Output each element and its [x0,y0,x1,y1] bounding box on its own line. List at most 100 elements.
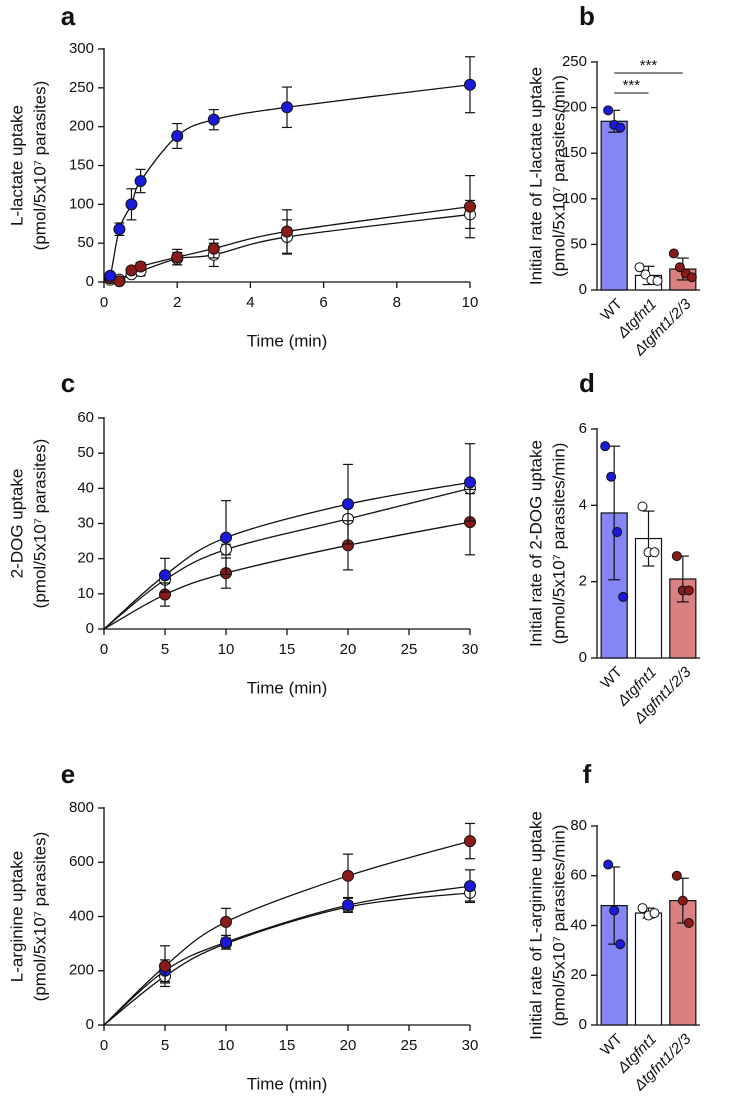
data-point [220,915,232,928]
x-tick-label: WT [597,1031,626,1060]
x-tick-label: 10 [218,641,235,658]
y-tick-label: 0 [579,1016,587,1033]
x-tick-label: 6 [319,294,327,311]
x-tick-label: WT [597,296,626,325]
data-point [637,903,648,914]
y-tick-label: 200 [69,962,94,979]
data-point [649,908,660,919]
data-point [612,527,623,538]
data-point [464,835,476,848]
y-tick-label: 20 [77,550,94,567]
y-axis-label: L-lactate uptake [7,105,26,226]
x-tick-label: 2 [173,294,181,311]
data-point [649,547,660,558]
y-axis-label: (pmol/5x10⁷ parasites/min) [549,443,568,645]
fit-curve [103,840,471,1026]
data-point [603,105,614,116]
x-tick-label: 0 [100,641,108,658]
fit-curve [103,885,471,1026]
fit-curve [103,487,471,630]
y-tick-label: 0 [579,649,587,666]
x-tick-label: 25 [401,1037,418,1054]
data-point [634,262,645,273]
y-tick-label: 0 [86,273,94,290]
y-tick-label: 80 [570,817,587,834]
data-point [171,129,184,142]
y-tick-label: 100 [562,190,587,207]
data-point [603,859,614,870]
data-point [637,501,648,512]
x-tick-label: 10 [218,1037,235,1054]
bar [600,120,628,291]
panel-label: e [61,759,75,789]
fit-curve [103,892,471,1026]
y-tick-label: 150 [562,144,587,161]
x-tick-label: 0 [100,1037,108,1054]
data-point [113,223,126,236]
data-point [207,113,220,126]
data-point [677,895,688,906]
y-tick-label: 250 [69,79,94,96]
y-tick-label: 200 [562,99,587,116]
data-point [668,248,679,259]
y-tick-label: 30 [77,514,94,531]
data-point [220,936,232,949]
y-tick-label: 50 [77,444,94,461]
data-point [464,78,476,91]
y-tick-label: 6 [579,420,587,437]
y-tick-label: 10 [77,585,94,602]
y-tick-label: 300 [69,40,94,57]
data-point [342,899,354,912]
y-tick-label: 20 [570,966,587,983]
bar [634,912,663,1026]
data-point [674,262,685,273]
y-axis-label: Initial rate of L-arginine uptake [526,811,545,1040]
x-tick-label: 15 [279,1037,296,1054]
data-point [615,122,626,133]
y-tick-label: 50 [570,235,587,252]
panel-label: b [579,1,595,31]
data-point [464,200,476,213]
data-point [600,441,611,452]
data-point [686,272,697,283]
x-axis-label: Time (min) [247,331,328,350]
x-tick-label: 0 [100,294,108,311]
data-point [671,870,682,881]
data-point [464,476,476,489]
y-tick-label: 2 [579,573,587,590]
y-tick-label: 40 [77,479,94,496]
y-tick-label: 60 [77,409,94,426]
x-tick-label: 25 [401,641,418,658]
data-point [104,269,117,282]
y-tick-label: 60 [570,867,587,884]
panel-label: a [61,1,76,31]
data-point [652,275,663,286]
y-tick-label: 150 [69,156,94,173]
data-point [207,242,220,255]
data-point [615,939,626,950]
y-axis-label: (pmol/5x10⁷ parasites) [30,439,49,609]
fit-curve [103,481,471,630]
y-tick-label: 200 [69,118,94,135]
data-point [281,225,293,238]
panel-label: c [61,368,75,398]
data-point [171,251,184,264]
x-tick-label: 15 [279,641,296,658]
y-tick-label: 0 [86,620,94,637]
panel-label: d [579,368,595,398]
x-axis-label: Time (min) [247,678,328,697]
data-point [281,101,293,114]
y-axis-label: Initial rate of L-lactate uptake [526,67,545,285]
y-axis-label: (pmol/5x10⁷ parasites/min) [549,825,568,1027]
y-tick-label: 100 [69,195,94,212]
data-point [113,275,126,288]
y-axis-label: 2-DOG uptake [7,469,26,579]
y-tick-label: 40 [570,916,587,933]
data-point [683,918,694,929]
panel-label: f [583,759,592,789]
x-tick-label: 5 [161,641,169,658]
y-tick-label: 250 [562,53,587,70]
y-axis-label: (pmol/5x10⁷ parasites) [30,81,49,251]
data-point [220,531,232,544]
